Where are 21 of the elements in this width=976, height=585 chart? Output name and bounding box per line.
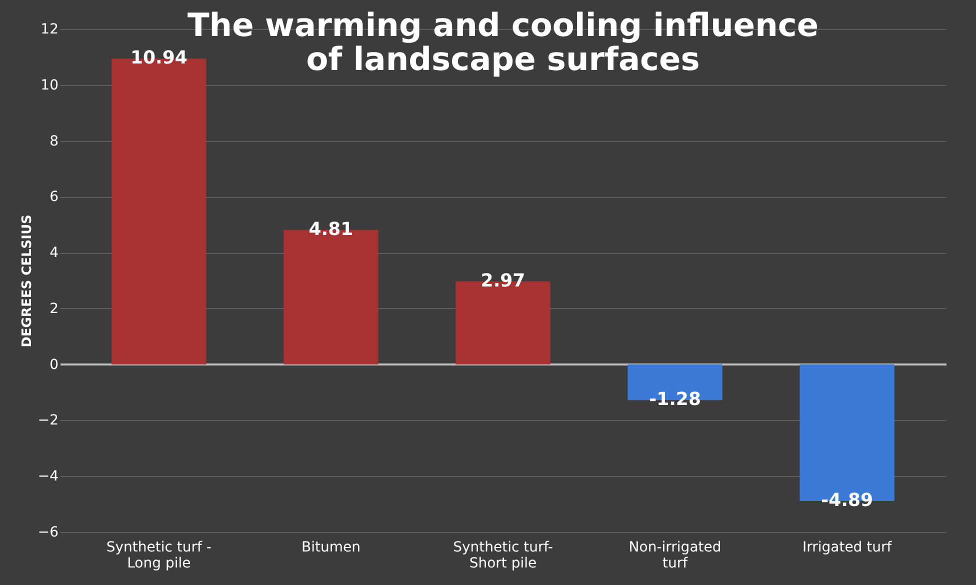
data-label: -4.89 xyxy=(821,490,874,511)
chart-title: The warming and cooling influence of landscape surfaces xyxy=(187,6,819,78)
y-tick-label: 12 xyxy=(40,22,58,38)
y-tick-label: 10 xyxy=(40,77,58,94)
y-tick-label: −6 xyxy=(38,524,59,540)
data-label: 4.81 xyxy=(308,218,354,240)
y-tick-label: −4 xyxy=(38,468,59,485)
x-tick-label: Synthetic turf - Long pile xyxy=(106,540,212,572)
data-label: 10.94 xyxy=(130,48,188,69)
data-label: 2.97 xyxy=(480,270,526,292)
y-tick-label: −2 xyxy=(38,412,58,429)
y-axis-title: DEGREES CELSIUS xyxy=(20,214,35,348)
y-tick-label: 2 xyxy=(50,300,58,317)
y-tick-label: 6 xyxy=(50,189,59,206)
y-tick-label: 0 xyxy=(50,356,58,373)
y-tick-label: 8 xyxy=(50,133,58,150)
x-tick-label: Non-irrigated turf xyxy=(628,540,722,572)
x-tick-label: Synthetic turf- Short pile xyxy=(453,540,553,572)
y-tick-label: 4 xyxy=(50,245,59,262)
x-tick-label: Bitumen xyxy=(301,540,360,556)
x-tick-label: Irrigated turf xyxy=(802,540,893,556)
